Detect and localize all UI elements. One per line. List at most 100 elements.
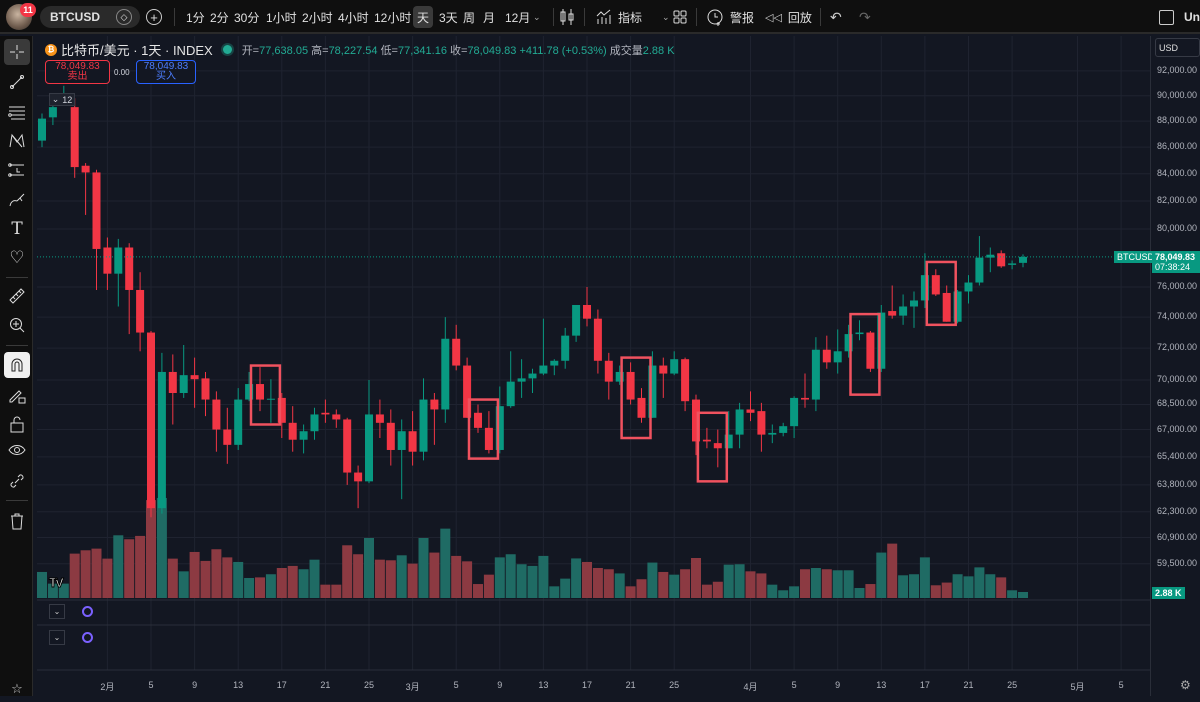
time-tick-label: 9 — [192, 680, 198, 690]
trend-line-tool[interactable] — [4, 69, 30, 95]
pane-collapse-button[interactable]: ⌄ — [49, 604, 65, 619]
time-tick-label: 13 — [876, 680, 887, 690]
remove-drawings-tool[interactable] — [4, 508, 30, 534]
layout-name[interactable]: Un — [1184, 0, 1200, 34]
timeframe-11[interactable]: 12月 — [505, 10, 531, 25]
series-title[interactable]: 比特币/美元 · 1天 · INDEX — [61, 43, 213, 58]
fullscreen-button[interactable] — [1159, 0, 1174, 34]
change-value: +411.78 (+0.53%) — [519, 44, 607, 57]
timeframe-6[interactable]: 12小时 — [374, 10, 412, 25]
volume-bar — [941, 582, 952, 598]
volume-bar — [309, 559, 320, 598]
timeframe-7[interactable]: 天 — [413, 6, 434, 28]
pane-collapse-button[interactable]: ⌄ — [49, 630, 65, 645]
alert-button[interactable]: 警报 — [706, 0, 754, 34]
lock-tool[interactable] — [4, 411, 30, 437]
tradingview-logo[interactable]: TV — [49, 575, 65, 591]
high-value: 78,227.54 — [328, 44, 378, 57]
text-icon: T — [11, 219, 23, 239]
text-tool[interactable]: T — [4, 216, 30, 242]
candle-body — [626, 371, 635, 400]
heart-icon: ♡ — [9, 248, 25, 267]
diamond-icon[interactable]: ◇ — [116, 9, 132, 25]
layout-button[interactable] — [673, 0, 687, 34]
candle-body — [681, 359, 690, 402]
zoom-tool[interactable] — [4, 312, 30, 338]
crosshair-tool[interactable] — [4, 39, 30, 65]
candle-body — [604, 360, 613, 382]
volume-bar — [810, 568, 821, 598]
link-tool[interactable] — [4, 468, 30, 494]
candle-body — [615, 371, 624, 382]
candle-body — [953, 291, 962, 322]
candle-body — [288, 422, 297, 440]
brush-tool[interactable] — [4, 187, 30, 213]
sell-button[interactable]: 78,049.83 卖出 — [45, 60, 110, 84]
price-tick-label: 68,500.00 — [1157, 398, 1198, 409]
currency-selector[interactable]: USD — [1155, 38, 1200, 57]
volume-bar — [636, 579, 647, 598]
volume-bar — [494, 557, 505, 598]
fib-tool[interactable] — [4, 99, 30, 125]
candle-body — [593, 318, 602, 361]
price-tick-label: 82,000.00 — [1157, 195, 1198, 206]
price-axis[interactable] — [1150, 36, 1200, 696]
hide-tool[interactable] — [4, 438, 30, 464]
lock-drawings-tool[interactable] — [4, 382, 30, 408]
bitcoin-icon: ₿ — [45, 43, 57, 56]
buy-button[interactable]: 78,049.83 买入 — [136, 60, 196, 84]
volume-bar — [418, 538, 429, 598]
timeframe-8[interactable]: 3天 — [439, 10, 458, 25]
time-tick-label: 25 — [1007, 680, 1018, 690]
timeframe-3[interactable]: 1小时 — [266, 10, 297, 25]
indicators-button[interactable]: 指标 ⌄ — [596, 0, 670, 34]
candle-body — [899, 306, 908, 316]
measure-tool[interactable] — [4, 283, 30, 309]
favorites-tool[interactable]: ☆ — [4, 676, 30, 702]
long-position-icon — [8, 163, 24, 177]
add-symbol-button[interactable]: + — [146, 0, 162, 34]
chart-type-button[interactable] — [560, 0, 574, 34]
price-tick-label: 62,300.00 — [1157, 505, 1198, 516]
symbol-label: BTCUSD — [50, 10, 100, 24]
replay-button[interactable]: ◁◁ 回放 — [765, 0, 812, 34]
refresh-indicator-icon[interactable] — [82, 606, 93, 617]
icon-tool[interactable]: ♡ — [4, 245, 30, 271]
pattern-tool[interactable] — [4, 128, 30, 154]
legend-collapse-button[interactable]: ⌄ 12 — [49, 93, 75, 106]
candle-body — [474, 412, 482, 428]
candle-body — [245, 384, 254, 400]
time-tick-label: 5 — [148, 680, 154, 690]
annotation-rectangle — [249, 364, 282, 426]
divider — [6, 500, 28, 501]
price-tick-label: 65,400.00 — [1157, 450, 1198, 461]
timeframe-dropdown[interactable]: ⌄ — [533, 11, 541, 22]
candle-body — [757, 411, 766, 435]
open-value: 77,638.05 — [259, 44, 309, 57]
chevron-down-icon[interactable]: ⌄ — [662, 11, 670, 22]
volume-bar — [483, 574, 494, 598]
timeframe-5[interactable]: 4小时 — [338, 10, 369, 25]
position-tool[interactable] — [4, 157, 30, 183]
sell-price: 78,049.83 — [55, 61, 100, 72]
timeframe-2[interactable]: 30分 — [234, 10, 260, 25]
timeframe-10[interactable]: 月 — [483, 10, 496, 25]
candle-body — [70, 107, 79, 168]
volume-bar — [255, 577, 265, 598]
undo-button[interactable]: ↶ — [830, 0, 842, 34]
volume-bar — [189, 551, 200, 598]
timeframe-1[interactable]: 2分 — [210, 10, 229, 25]
redo-button[interactable]: ↷ — [859, 0, 871, 34]
candle-body — [179, 375, 188, 394]
time-axis-settings-button[interactable]: ⚙ — [1180, 678, 1191, 692]
magnet-tool[interactable] — [4, 352, 30, 378]
candle-body — [463, 365, 472, 418]
symbol-search[interactable]: BTCUSD ◇ — [40, 6, 140, 28]
volume-bar — [440, 528, 451, 598]
refresh-indicator-icon[interactable] — [82, 632, 93, 643]
timeframe-9[interactable]: 周 — [463, 10, 476, 25]
timeframe-0[interactable]: 1分 — [186, 10, 205, 25]
volume-bar — [102, 558, 113, 598]
timeframe-4[interactable]: 2小时 — [302, 10, 333, 25]
